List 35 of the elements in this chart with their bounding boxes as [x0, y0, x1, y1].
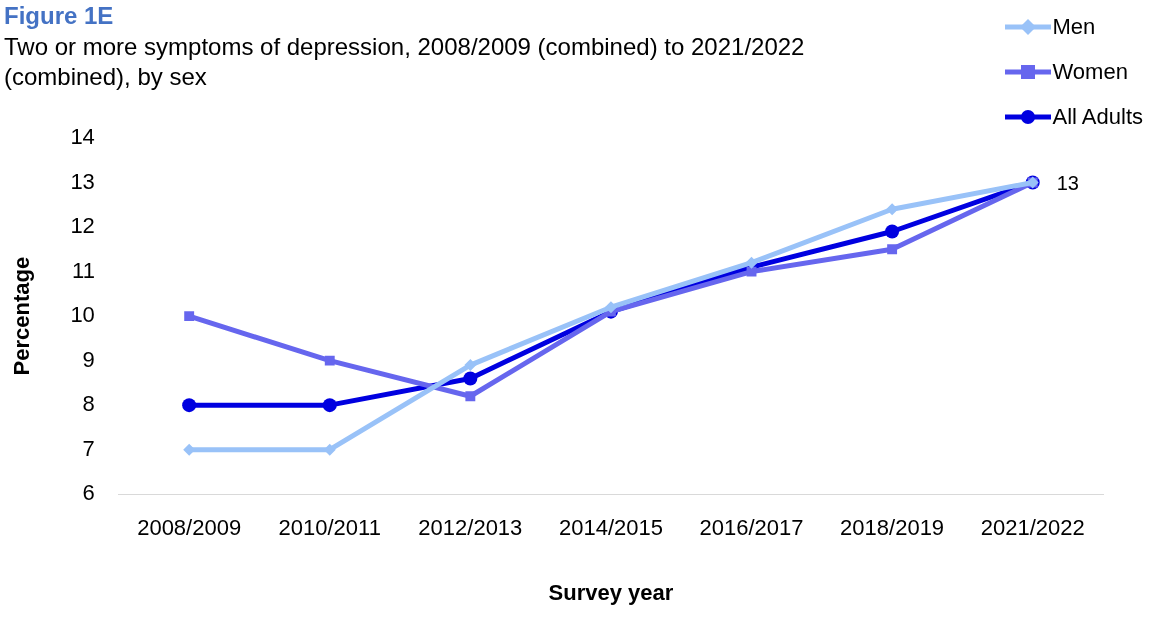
chart-title: Figure 1E	[4, 2, 114, 30]
y-tick-label: 6	[82, 480, 95, 506]
y-tick-label: 13	[70, 168, 95, 194]
point	[324, 355, 335, 366]
point	[463, 371, 478, 386]
x-tick-label: 2021/2022	[980, 515, 1085, 541]
point	[184, 311, 195, 322]
x-tick-label: 2010/2011	[278, 515, 381, 541]
legend-label: All Adults	[1052, 103, 1143, 130]
point	[464, 359, 477, 372]
point	[322, 398, 337, 413]
y-axis-title: Percentage	[9, 256, 35, 376]
annotation: 13	[1056, 172, 1079, 195]
point	[465, 391, 476, 402]
x-tick-label: 2008/2009	[137, 515, 242, 541]
y-tick-label: 8	[82, 391, 95, 417]
x-axis-title: Survey year	[548, 579, 674, 605]
y-tick-label: 14	[70, 124, 95, 150]
point	[182, 398, 197, 413]
legend-label: Women	[1052, 58, 1128, 85]
x-tick-label: 2014/2015	[558, 515, 663, 541]
point	[604, 301, 617, 314]
chart-subtitle: Two or more symptoms of depression, 2008/2009 (combined) to 2021/2022 (combined), by sex	[4, 32, 806, 92]
x-tick-label: 2018/2019	[840, 515, 945, 541]
point	[745, 256, 758, 269]
y-tick-label: 9	[82, 346, 95, 372]
point	[887, 244, 898, 255]
y-tick-label: 7	[82, 435, 95, 461]
y-tick-label: 12	[70, 213, 95, 239]
point	[885, 224, 900, 239]
x-tick-label: 2016/2017	[699, 515, 804, 541]
x-tick-label: 2012/2013	[418, 515, 523, 541]
y-tick-label: 10	[70, 302, 95, 328]
y-tick-label: 11	[72, 257, 95, 283]
legend-label: Men	[1052, 13, 1096, 40]
